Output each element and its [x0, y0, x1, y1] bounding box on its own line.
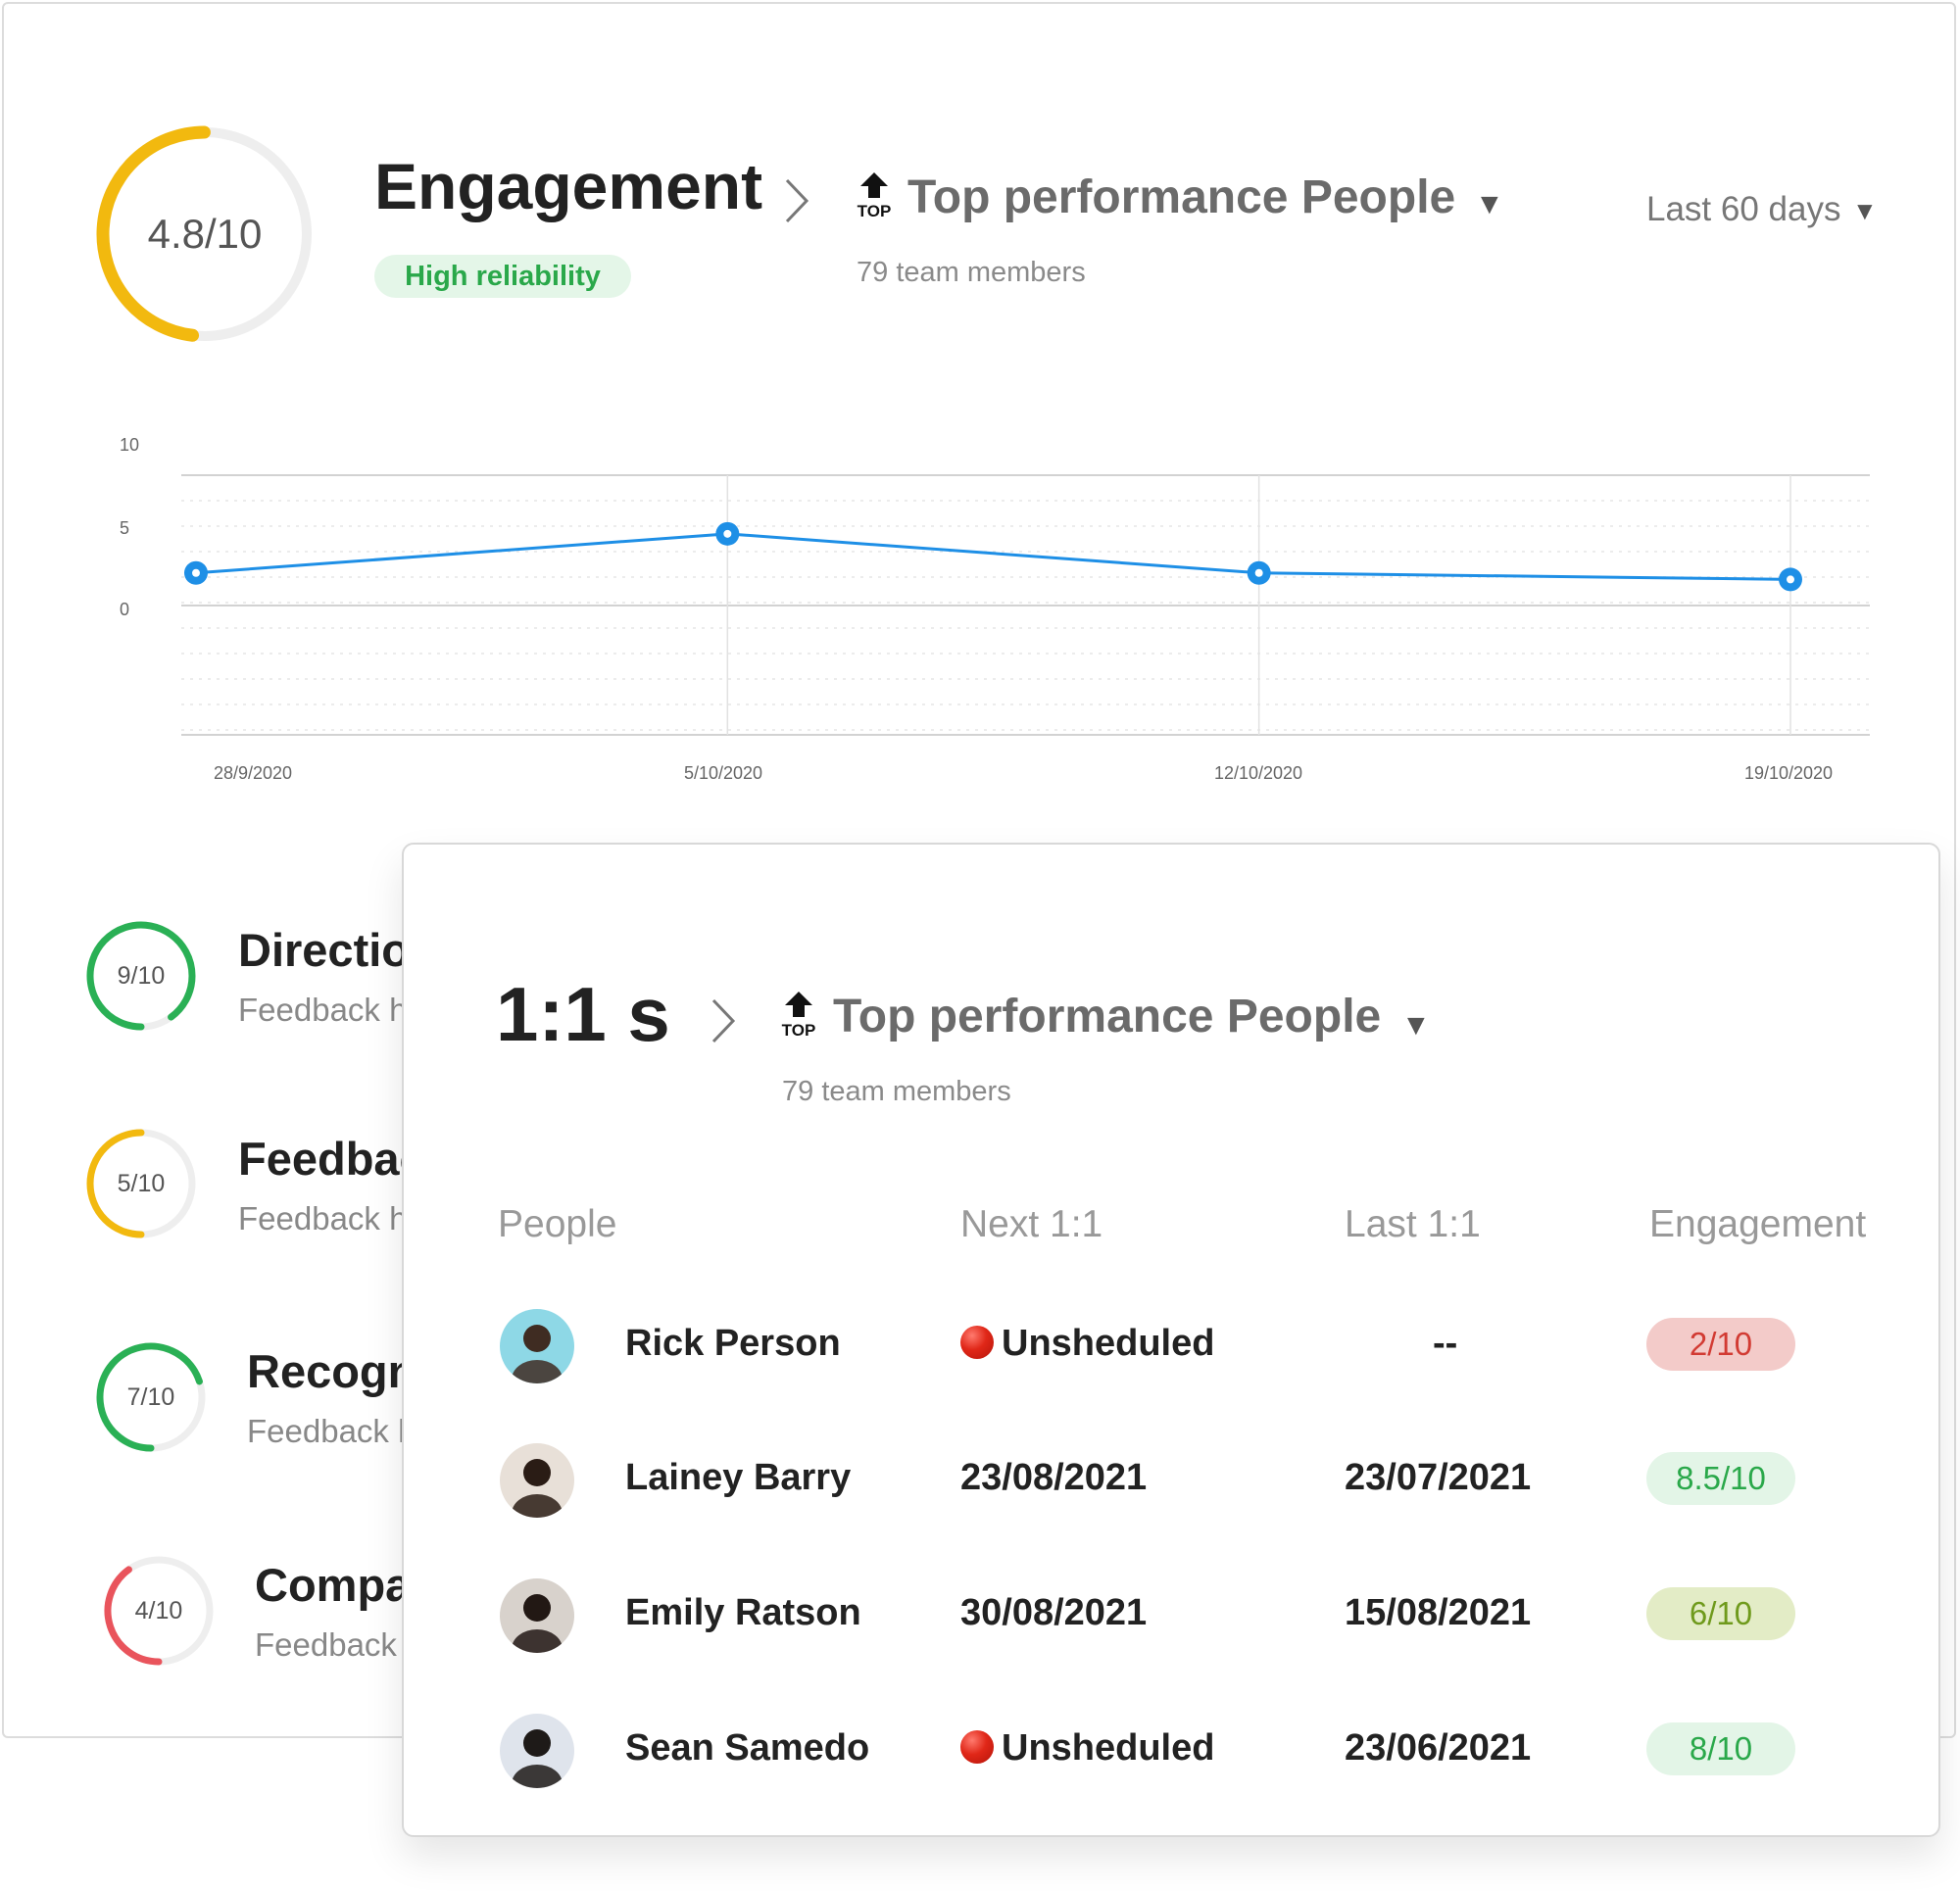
chevron-down-icon[interactable]: ▼ — [1852, 196, 1878, 225]
next-one-on-one: Unsheduled — [960, 1323, 1214, 1365]
engagement-score-badge: 2/10 — [1646, 1318, 1795, 1371]
person-silhouette-icon — [512, 1594, 563, 1653]
avatar[interactable] — [500, 1714, 574, 1788]
metric-score: 9/10 — [117, 961, 166, 990]
score-ring-graphic — [96, 125, 312, 342]
team-members-count: 79 team members — [782, 1076, 1011, 1107]
panel-title: 1:1 s — [496, 971, 670, 1057]
metric-score-ring: 5/10 — [82, 1125, 200, 1242]
metric-score: 4/10 — [134, 1596, 183, 1624]
last-one-on-one: 15/08/2021 — [1345, 1592, 1532, 1633]
data-point-center — [1787, 575, 1794, 584]
avatar[interactable] — [500, 1443, 574, 1518]
metric-subtitle: Feedback — [255, 1626, 397, 1663]
person-name[interactable]: Sean Samedo — [625, 1727, 870, 1769]
metric-subtitle: Feedback h — [238, 992, 408, 1028]
engagement-score-badge: 8.5/10 — [1646, 1452, 1795, 1505]
data-point-center — [723, 529, 732, 538]
team-members-count: 79 team members — [857, 257, 1086, 288]
person-silhouette-icon — [512, 1729, 563, 1788]
avatar[interactable] — [500, 1578, 574, 1653]
group-selector[interactable]: Top performance People — [907, 171, 1456, 223]
metric-ring-graphic — [86, 1129, 196, 1238]
group-selector[interactable]: Top performance People — [833, 991, 1382, 1042]
column-header-next[interactable]: Next 1:1 — [960, 1203, 1103, 1245]
column-header-engagement[interactable]: Engagement — [1649, 1203, 1867, 1245]
metric-score: 7/10 — [126, 1382, 175, 1411]
chevron-right-icon — [785, 178, 809, 223]
date-range-selector[interactable]: Last 60 days — [1646, 190, 1841, 228]
x-tick-label: 5/10/2020 — [684, 763, 762, 783]
metric-score-ring: 9/10 — [82, 917, 200, 1035]
metric-title[interactable]: Recogn — [247, 1345, 416, 1397]
page-title: Engagement — [374, 150, 763, 222]
metric-ring-graphic — [104, 1556, 214, 1666]
metric-score-ring: 4/10 — [100, 1552, 218, 1670]
metric-subtitle: Feedback h — [247, 1413, 416, 1449]
next-one-on-one: Unsheduled — [960, 1727, 1214, 1770]
engagement-score-badge: 8/10 — [1646, 1722, 1795, 1775]
metric-ring-graphic — [86, 921, 196, 1031]
metric-title[interactable]: Compa — [255, 1559, 412, 1611]
red-dot-icon — [960, 1326, 994, 1359]
x-tick-label: 12/10/2020 — [1214, 763, 1302, 783]
engagement-line-chart: 10 5 0 28/9/2020 5/10/2020 12/10/2020 19/10/20… — [120, 435, 1870, 783]
last-one-on-one: -- — [1433, 1323, 1458, 1364]
red-dot-icon — [960, 1730, 994, 1764]
x-tick-label: 28/9/2020 — [214, 763, 292, 783]
engagement-score-ring: 4.8/10 — [94, 123, 316, 345]
chevron-down-icon[interactable]: ▼ — [1475, 188, 1504, 220]
metric-title[interactable]: Feedbac — [238, 1133, 425, 1185]
column-header-last[interactable]: Last 1:1 — [1345, 1203, 1481, 1245]
chevron-down-icon[interactable]: ▼ — [1401, 1009, 1431, 1042]
data-point-center — [192, 568, 200, 577]
reliability-badge: High reliability — [374, 255, 631, 298]
person-silhouette-icon — [512, 1325, 563, 1383]
y-tick-label: 0 — [120, 600, 129, 619]
next-one-on-one: 30/08/2021 — [960, 1592, 1148, 1633]
data-point-center — [1254, 568, 1263, 577]
x-tick-label: 19/10/2020 — [1744, 763, 1833, 783]
column-header-people[interactable]: People — [498, 1203, 617, 1245]
next-one-on-one: 23/08/2021 — [960, 1457, 1148, 1498]
last-one-on-one: 23/06/2021 — [1345, 1727, 1532, 1769]
top-arrow-icon: TOP — [779, 990, 818, 1042]
person-name[interactable]: Rick Person — [625, 1323, 841, 1364]
person-name[interactable]: Lainey Barry — [625, 1457, 852, 1498]
engagement-score: 4.8/10 — [147, 211, 263, 257]
top-arrow-icon: TOP — [855, 170, 894, 223]
metric-ring-graphic — [96, 1342, 206, 1452]
person-name[interactable]: Emily Ratson — [625, 1592, 861, 1633]
y-tick-label: 10 — [120, 435, 139, 455]
person-silhouette-icon — [512, 1459, 563, 1518]
avatar[interactable] — [500, 1309, 574, 1383]
engagement-score-badge: 6/10 — [1646, 1587, 1795, 1640]
last-one-on-one: 23/07/2021 — [1345, 1457, 1532, 1498]
metric-subtitle: Feedback h — [238, 1200, 408, 1236]
chevron-right-icon — [711, 998, 736, 1043]
metric-score: 5/10 — [117, 1169, 166, 1197]
metric-title[interactable]: Directio — [238, 924, 410, 976]
series-line — [195, 532, 1791, 581]
metric-score-ring: 7/10 — [92, 1338, 210, 1456]
y-tick-label: 5 — [120, 518, 129, 538]
